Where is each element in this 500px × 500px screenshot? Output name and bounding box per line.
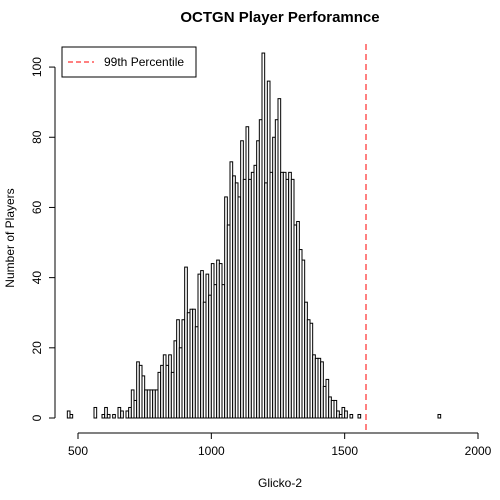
y-tick-label: 0 <box>30 414 44 421</box>
y-axis-label: Number of Players <box>3 188 17 287</box>
x-tick-label: 500 <box>68 444 88 458</box>
x-tick-label: 2000 <box>465 444 492 458</box>
histogram-bar <box>106 413 111 419</box>
chart-title: OCTGN Player Perforamnce <box>180 9 379 26</box>
y-axis: 0 20 40 60 80 100 <box>30 57 56 421</box>
histogram-bar <box>333 399 338 419</box>
histogram-bar <box>437 413 442 419</box>
y-tick-label: 80 <box>30 130 44 144</box>
y-tick-label: 100 <box>30 57 44 77</box>
histogram-bar <box>120 410 124 419</box>
histogram-bar <box>112 413 116 419</box>
legend-label: 99th Percentile <box>104 55 184 69</box>
histogram-bar <box>357 413 362 419</box>
x-axis-label: Glicko-2 <box>258 476 302 490</box>
legend: 99th Percentile <box>61 46 197 78</box>
histogram-bar <box>344 410 348 419</box>
histogram-bar <box>93 406 98 419</box>
histogram-bar <box>104 406 108 419</box>
y-tick-label: 40 <box>30 271 44 285</box>
x-tick-label: 1500 <box>331 444 358 458</box>
x-tick-label: 1000 <box>198 444 225 458</box>
histogram-bar <box>69 413 74 419</box>
histogram-bar <box>349 413 354 419</box>
histogram-bars <box>66 52 442 419</box>
y-tick-label: 60 <box>30 200 44 214</box>
x-axis: 500 1000 1500 2000 <box>68 432 492 458</box>
y-tick-label: 20 <box>30 341 44 355</box>
